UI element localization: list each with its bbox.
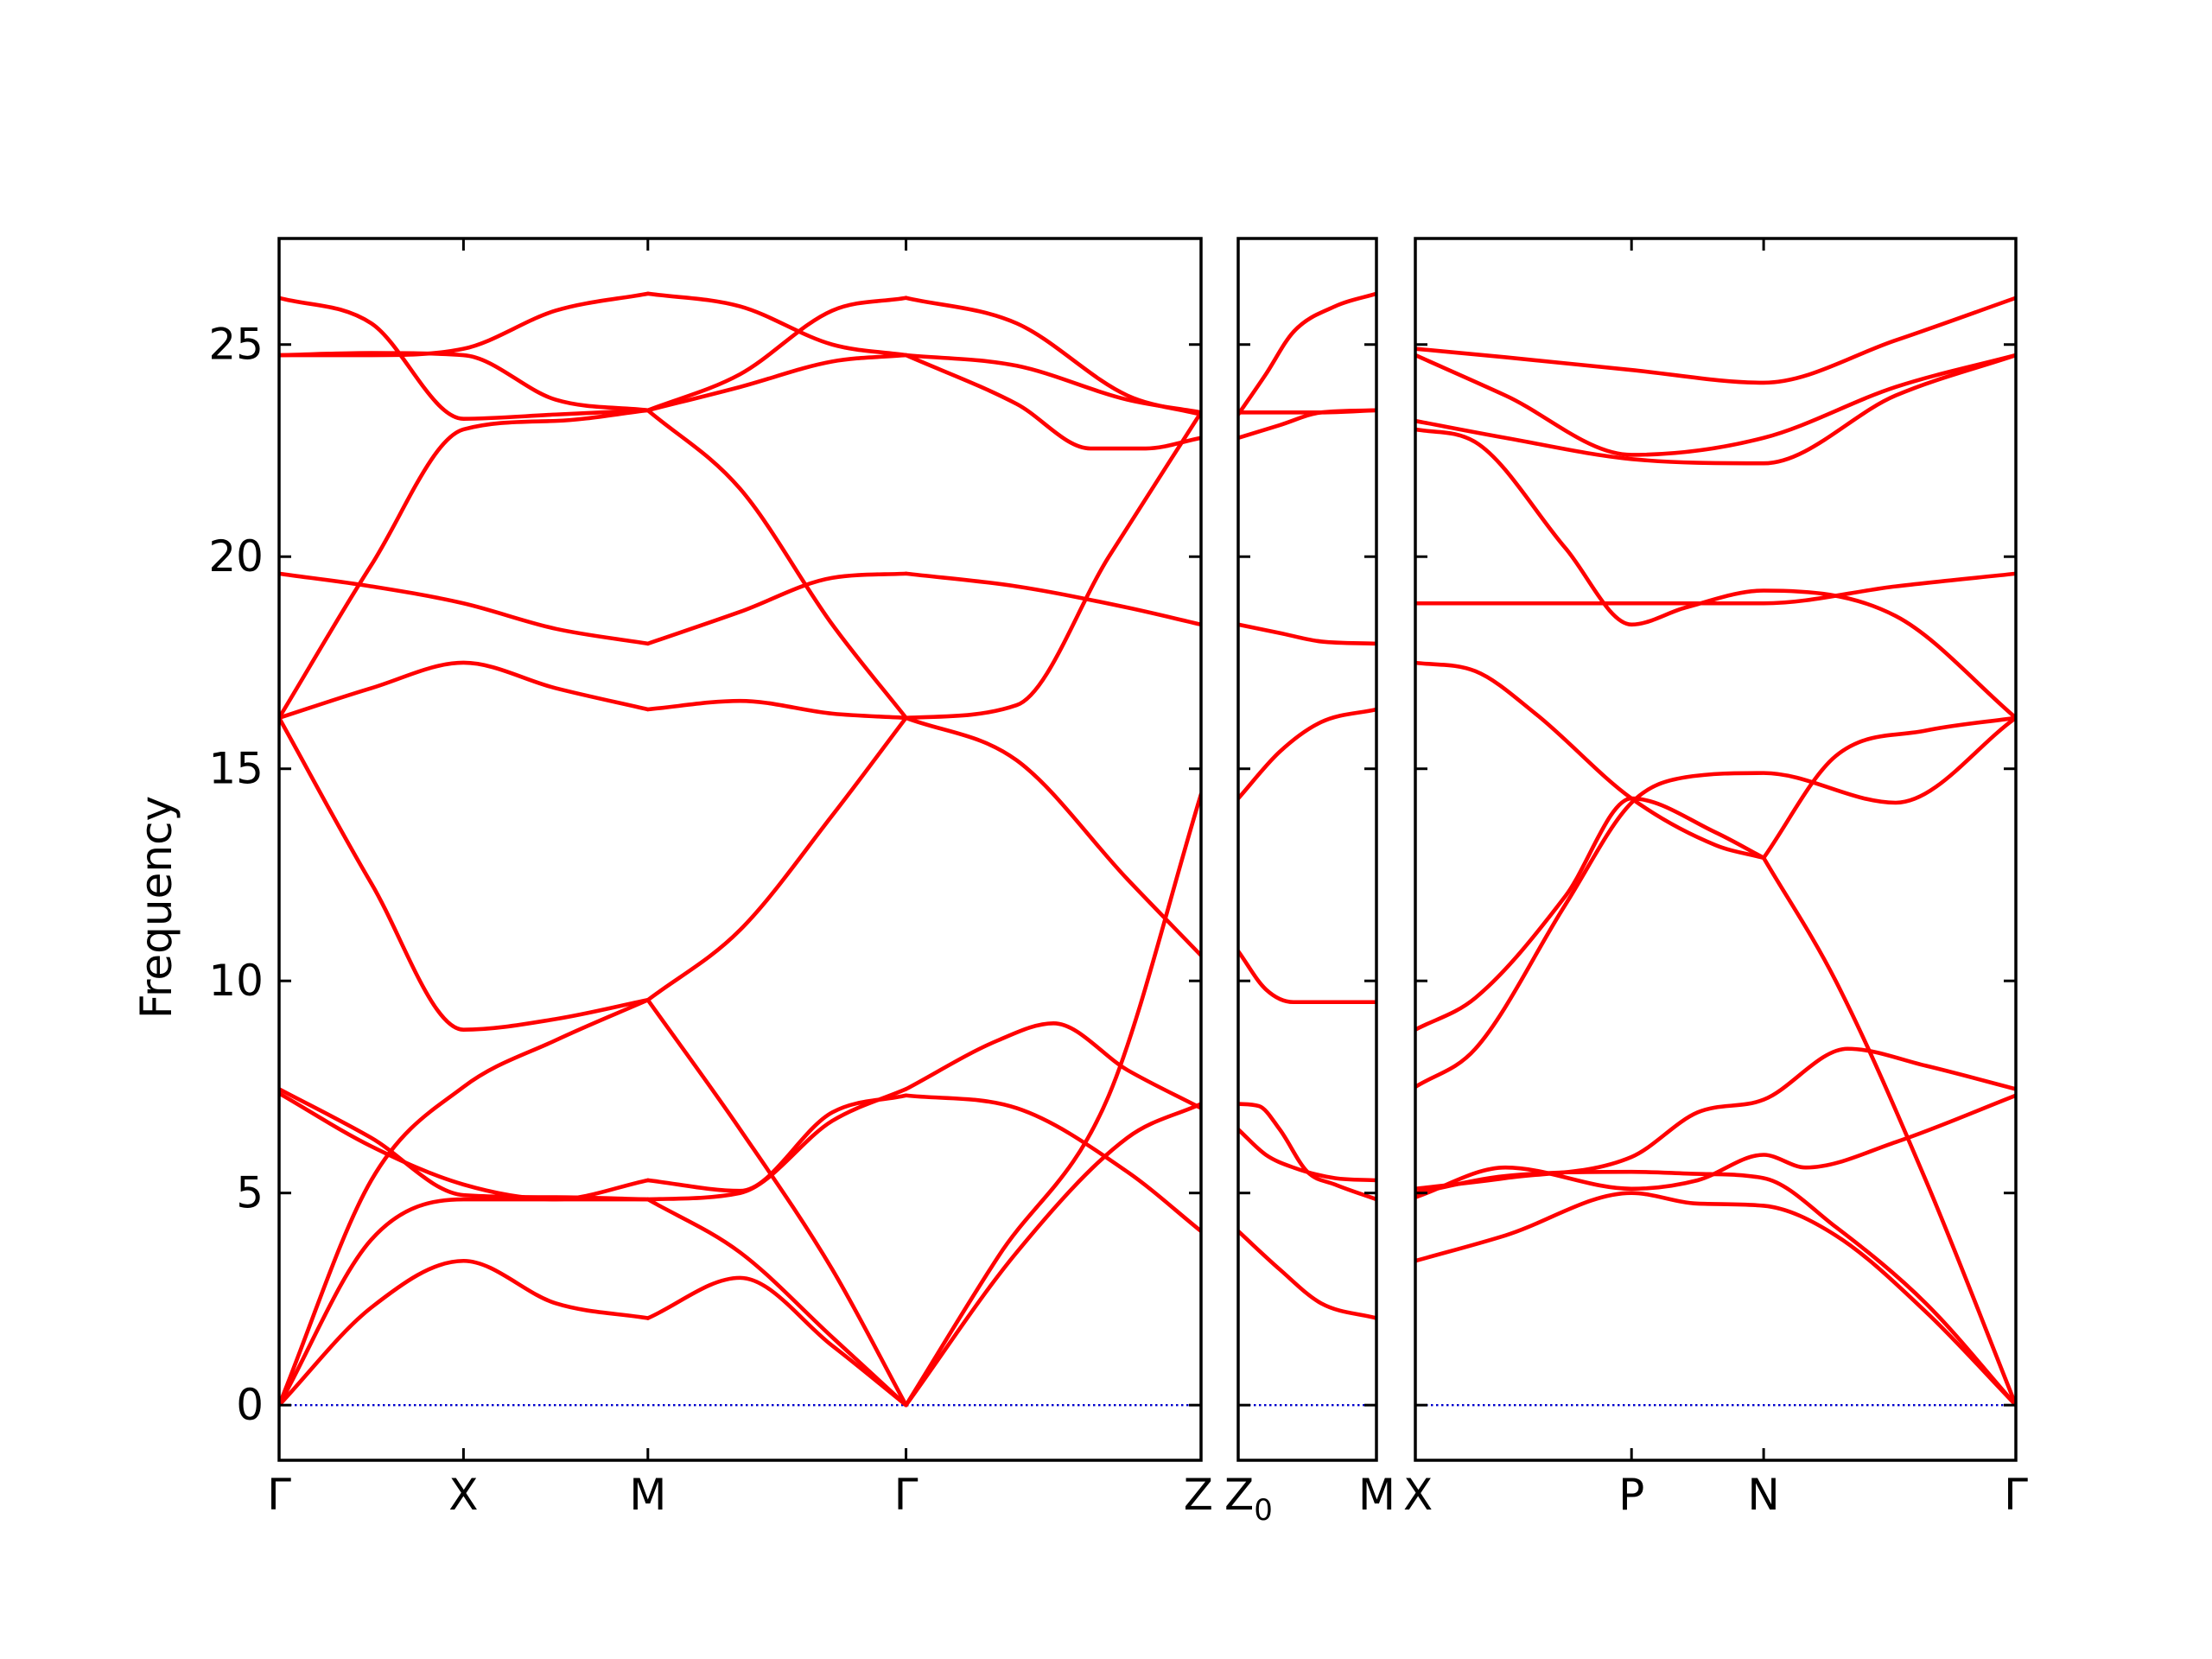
band-line [645, 296, 908, 413]
band-line [645, 1275, 908, 1408]
bands [279, 291, 1201, 1408]
band-line [1238, 949, 1376, 1005]
band-line [904, 1021, 1201, 1110]
band-line [279, 998, 651, 1408]
y-tick-label: 0 [236, 1380, 264, 1430]
band-line [279, 1197, 651, 1408]
band-line [1238, 707, 1376, 801]
band-line [1415, 296, 2016, 385]
x-tick-label: N [1747, 1470, 1779, 1520]
band-line [645, 1087, 908, 1202]
panel-frame [1414, 237, 2018, 1462]
y-tick-label: 20 [208, 531, 264, 582]
panel-frame [277, 237, 1203, 1462]
band-line [279, 291, 651, 358]
band-line [904, 353, 1201, 451]
band-line [904, 1093, 1201, 1234]
band-line [1415, 1169, 2016, 1408]
band-line [1415, 796, 1766, 1032]
x-tick-label: Γ [2004, 1470, 2028, 1520]
x-tick-label: M [629, 1470, 666, 1520]
y-tick-label: 25 [208, 320, 264, 370]
band-line [645, 291, 908, 358]
band-line [279, 715, 651, 1032]
band-line [279, 408, 651, 721]
band-line [279, 660, 651, 721]
band-line [645, 353, 908, 413]
bands [1238, 291, 1376, 1320]
band-line [1415, 1191, 2016, 1408]
band-line [1415, 353, 2016, 457]
x-tick-label: Z0 [1224, 1470, 1273, 1528]
band-line [1761, 715, 2016, 861]
band-line [1761, 855, 2016, 1408]
band-line [1415, 715, 2016, 1090]
band-line [904, 410, 1201, 721]
bands [1415, 296, 2016, 1408]
band-line [279, 571, 651, 646]
band-line [1238, 622, 1376, 646]
y-tick-label: 15 [208, 744, 264, 794]
band-line [1238, 408, 1376, 441]
band-line [279, 296, 651, 421]
x-tick-label: X [448, 1470, 478, 1520]
band-line [904, 571, 1201, 627]
x-tick-label: Z [1184, 1470, 1213, 1520]
band-line [1415, 660, 1766, 861]
band-line [645, 1093, 908, 1193]
band-line [1238, 1102, 1376, 1202]
band-line [1415, 1093, 2016, 1199]
x-tick-label: Γ [894, 1470, 918, 1520]
panel-frame [1236, 237, 1378, 1462]
band-line [1238, 291, 1376, 417]
band-line [904, 296, 1201, 417]
band-line [904, 715, 1201, 958]
band-line [1415, 427, 2016, 721]
band-line [645, 698, 908, 721]
x-tick-label: P [1618, 1470, 1644, 1520]
x-tick-label-subscript: 0 [1254, 1493, 1273, 1528]
band-line [1238, 408, 1376, 415]
x-tick-label: X [1403, 1470, 1433, 1520]
band-line [645, 1197, 908, 1408]
band-line [1238, 1127, 1376, 1183]
band-line [645, 408, 908, 721]
band-line [279, 351, 651, 413]
band-line [1238, 1229, 1376, 1320]
band-line [279, 1258, 651, 1408]
y-axis-title: Frequency [131, 796, 181, 1019]
y-tick-label: 5 [236, 1168, 264, 1218]
band-line [1415, 571, 2016, 606]
panel-2: Z0 M [1224, 237, 1395, 1528]
band-line [904, 791, 1201, 1408]
band-line [1415, 353, 2016, 466]
y-tick-labels: 0 5 10 15 20 25 [208, 320, 264, 1430]
x-tick-label: M [1358, 1470, 1395, 1520]
band-line [279, 1091, 651, 1202]
band-line [645, 571, 908, 646]
band-line [645, 715, 908, 1002]
x-tick-label: Γ [267, 1470, 291, 1520]
band-line [645, 998, 908, 1408]
panels-layer: Γ X M Γ Z Z0 M X P N Γ [267, 237, 2028, 1528]
y-tick-label: 10 [208, 956, 264, 1006]
band-line [904, 1102, 1201, 1408]
